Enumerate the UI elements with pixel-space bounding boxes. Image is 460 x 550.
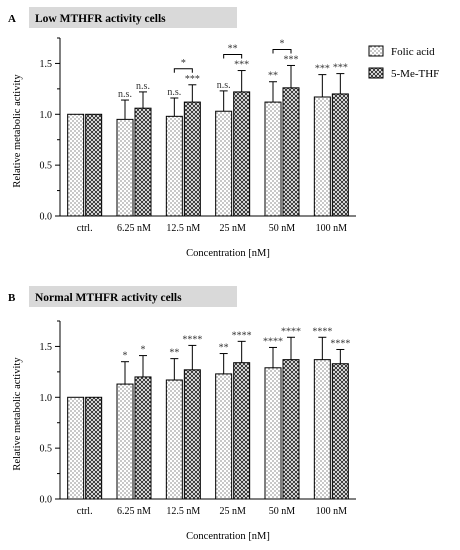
significance-label: ***	[185, 74, 200, 85]
panel-letter: B	[8, 292, 16, 304]
bar-5-me-thf	[233, 362, 251, 500]
significance-label: ****	[312, 326, 332, 337]
x-tick-label: 12.5 nM	[166, 506, 200, 517]
y-tick-label: 1.5	[40, 342, 53, 353]
bar-folic-acid	[165, 379, 183, 500]
title-box	[29, 7, 237, 28]
significance-label: ****	[182, 334, 202, 345]
bar-folic-acid	[215, 373, 233, 500]
x-tick-label: 25 nM	[219, 506, 246, 517]
y-tick-label: 1.0	[40, 110, 53, 121]
significance-label: n.s.	[136, 81, 150, 92]
bar-5-me-thf	[331, 363, 349, 500]
significance-label: **	[219, 343, 229, 354]
x-axis-title: Concentration [nM]	[186, 248, 270, 259]
bar-folic-acid	[215, 110, 233, 217]
significance-label: *	[141, 345, 146, 356]
bar-5-me-thf	[282, 359, 300, 500]
y-tick-label: 1.0	[40, 393, 53, 404]
bar-folic-acid	[67, 113, 85, 217]
significance-label: ****	[281, 326, 301, 337]
panel-a: A Low MTHFR activity cells 0.0 0.5 1.0 1.5 Rel…	[8, 7, 439, 259]
y-tick-label: 0.5	[40, 444, 53, 455]
bar-folic-acid	[264, 101, 282, 217]
significance-label: ***	[284, 54, 299, 65]
x-tick-label: 12.5 nM	[166, 223, 200, 234]
comparison-bracket	[272, 48, 292, 54]
x-tick-label: 50 nM	[269, 223, 296, 234]
significance-label: ***	[333, 63, 348, 74]
y-axis-title: Relative metabolic activity	[12, 357, 23, 471]
x-tick-label: 100 nM	[316, 506, 348, 517]
bar-5-me-thf	[85, 396, 103, 500]
significance-label: ***	[234, 60, 249, 71]
significance-label: ****	[263, 336, 283, 347]
x-tick-label: 50 nM	[269, 506, 296, 517]
legend-swatch-5-me-thf	[368, 67, 384, 79]
bar-5-me-thf	[134, 376, 152, 500]
bar-5-me-thf	[183, 101, 201, 217]
x-tick-label: ctrl.	[77, 506, 93, 517]
bar-folic-acid	[116, 383, 134, 500]
bar-5-me-thf	[183, 369, 201, 500]
bar-folic-acid	[313, 96, 331, 217]
bracket-label: **	[228, 44, 238, 55]
significance-label: n.s.	[217, 80, 231, 91]
bar-5-me-thf	[233, 91, 251, 217]
bracket-label: *	[280, 38, 285, 49]
x-tick-label: 25 nM	[219, 223, 246, 234]
bracket-label: *	[181, 58, 186, 69]
y-axis-title: Relative metabolic activity	[12, 74, 23, 188]
title-box	[29, 286, 237, 307]
legend-label: Folic acid	[391, 46, 435, 58]
bar-5-me-thf	[282, 87, 300, 217]
significance-label: n.s.	[118, 89, 132, 100]
chart-title: Low MTHFR activity cells	[35, 13, 166, 25]
x-tick-label: 6.25 nM	[117, 223, 151, 234]
panel-letter: A	[8, 13, 16, 25]
bar-5-me-thf	[331, 93, 349, 217]
bar-folic-acid	[165, 115, 183, 217]
y-tick-label: 1.5	[40, 59, 53, 70]
x-tick-label: 100 nM	[316, 223, 348, 234]
bar-folic-acid	[67, 396, 85, 500]
bar-folic-acid	[264, 367, 282, 500]
panel-b: B Normal MTHFR activity cells 0.0 0.5 1.0 1.5…	[8, 286, 356, 542]
significance-label: **	[268, 71, 278, 82]
y-tick-label: 0.5	[40, 161, 53, 172]
significance-label: ****	[330, 338, 350, 349]
legend-label: 5-Me-THF	[391, 68, 439, 80]
comparison-bracket	[223, 54, 243, 59]
x-tick-label: ctrl.	[77, 223, 93, 234]
bar-5-me-thf	[85, 113, 103, 217]
significance-label: n.s.	[167, 87, 181, 98]
significance-label: **	[169, 348, 179, 359]
comparison-bracket	[173, 68, 193, 73]
x-tick-label: 6.25 nM	[117, 506, 151, 517]
bar-folic-acid	[313, 359, 331, 500]
significance-label: ***	[315, 64, 330, 75]
legend-swatch-folic-acid	[368, 45, 384, 57]
y-tick-label: 0.0	[40, 495, 53, 506]
significance-label: *	[123, 351, 128, 362]
x-axis-title: Concentration [nM]	[186, 531, 270, 542]
bar-folic-acid	[116, 118, 134, 217]
chart-title: Normal MTHFR activity cells	[35, 292, 182, 304]
y-tick-label: 0.0	[40, 212, 53, 223]
bar-5-me-thf	[134, 107, 152, 217]
significance-label: ****	[232, 330, 252, 341]
